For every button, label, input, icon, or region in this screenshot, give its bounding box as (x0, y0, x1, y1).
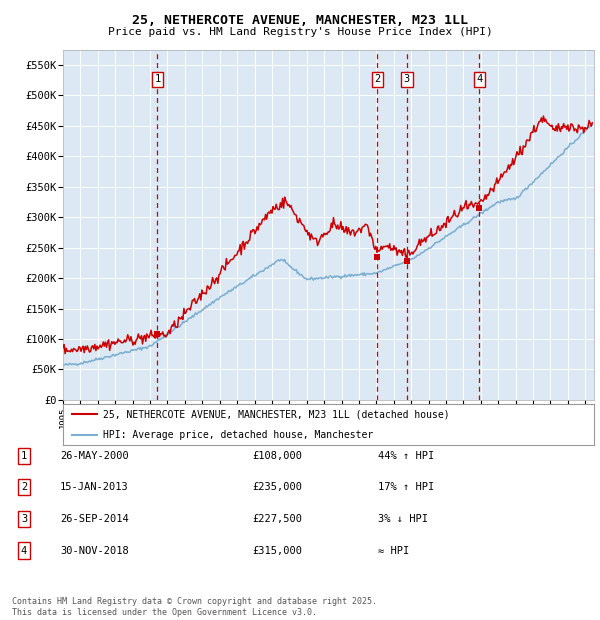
Text: 4: 4 (476, 74, 482, 84)
Text: Contains HM Land Registry data © Crown copyright and database right 2025.
This d: Contains HM Land Registry data © Crown c… (12, 598, 377, 617)
Text: 2: 2 (374, 74, 380, 84)
Text: 17% ↑ HPI: 17% ↑ HPI (378, 482, 434, 492)
Text: 3% ↓ HPI: 3% ↓ HPI (378, 514, 428, 524)
Text: 3: 3 (21, 514, 27, 524)
Text: 26-SEP-2014: 26-SEP-2014 (60, 514, 129, 524)
Text: 3: 3 (404, 74, 410, 84)
Text: £315,000: £315,000 (252, 546, 302, 556)
Text: 25, NETHERCOTE AVENUE, MANCHESTER, M23 1LL: 25, NETHERCOTE AVENUE, MANCHESTER, M23 1… (132, 14, 468, 27)
Text: 4: 4 (21, 546, 27, 556)
Text: 1: 1 (21, 451, 27, 461)
Text: £235,000: £235,000 (252, 482, 302, 492)
Text: 30-NOV-2018: 30-NOV-2018 (60, 546, 129, 556)
Text: 15-JAN-2013: 15-JAN-2013 (60, 482, 129, 492)
Text: £108,000: £108,000 (252, 451, 302, 461)
Text: ≈ HPI: ≈ HPI (378, 546, 409, 556)
Text: £227,500: £227,500 (252, 514, 302, 524)
Text: Price paid vs. HM Land Registry's House Price Index (HPI): Price paid vs. HM Land Registry's House … (107, 27, 493, 37)
Text: 44% ↑ HPI: 44% ↑ HPI (378, 451, 434, 461)
Text: HPI: Average price, detached house, Manchester: HPI: Average price, detached house, Manc… (103, 430, 373, 440)
Text: 2: 2 (21, 482, 27, 492)
Text: 1: 1 (154, 74, 160, 84)
Text: 26-MAY-2000: 26-MAY-2000 (60, 451, 129, 461)
Text: 25, NETHERCOTE AVENUE, MANCHESTER, M23 1LL (detached house): 25, NETHERCOTE AVENUE, MANCHESTER, M23 1… (103, 409, 449, 420)
